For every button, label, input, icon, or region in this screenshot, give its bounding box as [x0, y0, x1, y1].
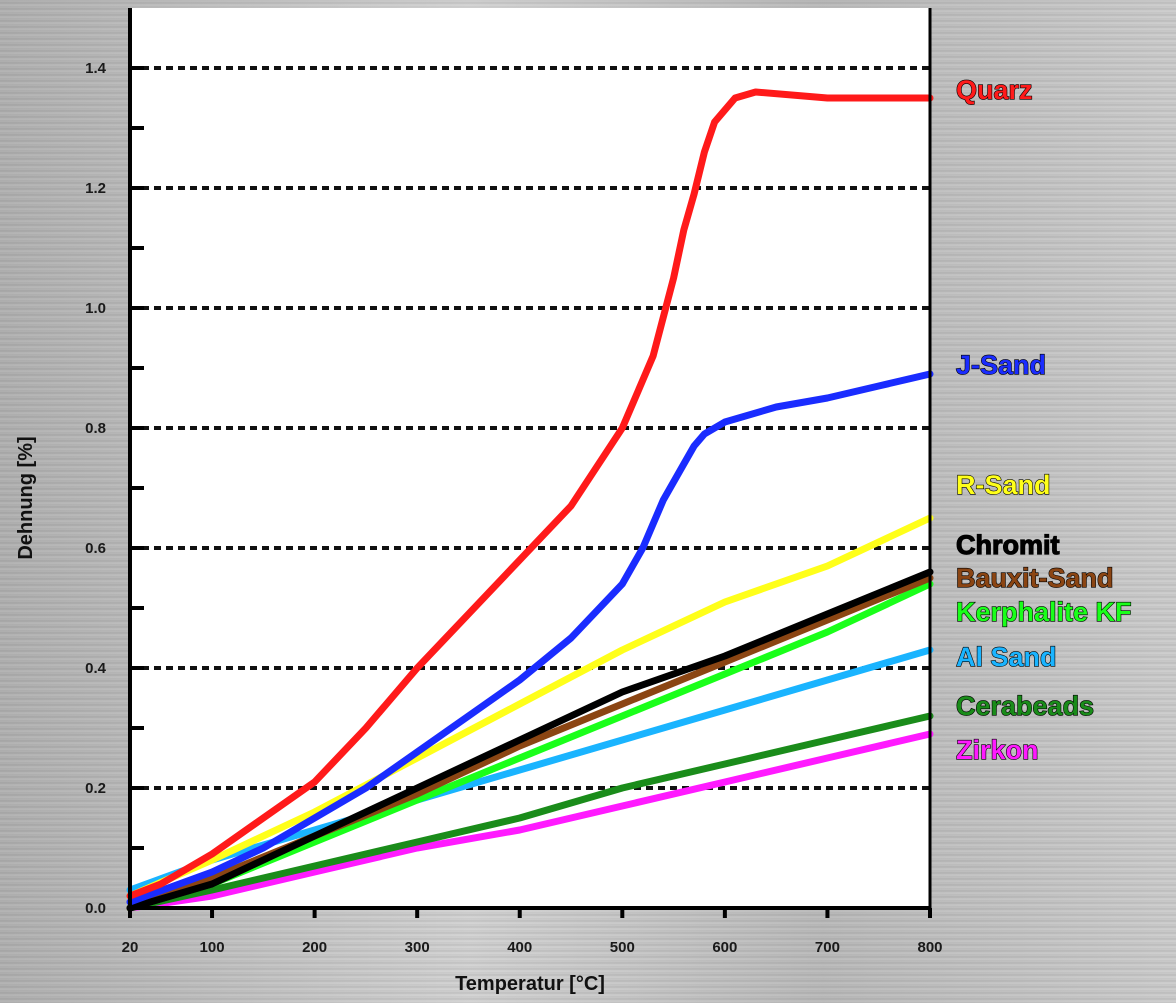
series-label: Bauxit-Sand	[956, 563, 1114, 593]
series-label: Quarz	[956, 75, 1033, 105]
series-line-al-sand	[126, 646, 934, 894]
y-tick-label: 1.2	[85, 180, 106, 197]
series-lines	[126, 88, 934, 912]
x-tick-label: 100	[200, 939, 225, 956]
series-line-cerabeads	[126, 712, 934, 912]
y-tick-label: 0.0	[85, 900, 106, 917]
y-tick-label: 0.4	[85, 660, 107, 677]
series-label: R-Sand	[956, 470, 1051, 500]
y-tick-label: 0.8	[85, 420, 106, 437]
series-label: Chromit	[956, 530, 1060, 560]
series-line-j-sand	[126, 370, 934, 906]
series-label: Zirkon	[956, 735, 1039, 765]
x-tick-label: 300	[405, 939, 430, 956]
x-tick-label: 600	[712, 939, 737, 956]
y-tick-label: 0.2	[85, 780, 106, 797]
x-tick-label: 200	[302, 939, 327, 956]
axis-ticks: 0.0 0.2 0.4 0.6 0.8 1.0 1.2 1.4 20 100 200 300 400 50…	[85, 60, 942, 956]
series-label: Al Sand	[956, 642, 1057, 672]
plot-area	[130, 8, 930, 908]
y-axis-title: Dehnung [%]	[15, 436, 37, 559]
x-tick-label: 800	[917, 939, 942, 956]
y-tick-label: 0.6	[85, 540, 106, 557]
series-label: Kerphalite KF	[956, 597, 1132, 627]
series-label: J-Sand	[956, 350, 1046, 380]
series-line-zirkon	[126, 730, 934, 912]
series-line-r-sand	[126, 514, 934, 900]
y-tick-label: 1.0	[85, 300, 106, 317]
x-tick-label: 700	[815, 939, 840, 956]
x-tick-label: 500	[610, 939, 635, 956]
series-line-bauxit-sand	[126, 574, 934, 912]
x-axis-title: Temperatur [°C]	[455, 973, 605, 995]
series-line-chromit	[126, 568, 934, 912]
x-tick-label: 20	[122, 939, 139, 956]
series-line-quarz	[126, 88, 934, 900]
y-tick-label: 1.4	[85, 60, 107, 77]
x-tick-label: 400	[507, 939, 532, 956]
series-label: Cerabeads	[956, 691, 1094, 721]
